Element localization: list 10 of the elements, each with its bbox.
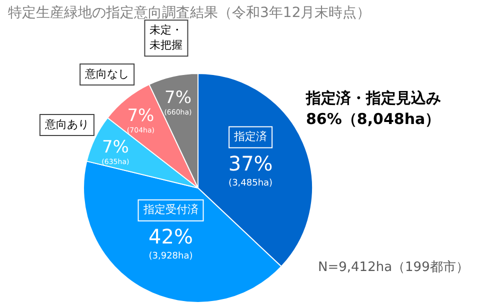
slice-label: 指定受付済 [142, 203, 198, 216]
slice-label: 指定済 [233, 130, 268, 144]
data-label: 42% (3,928ha) [148, 224, 193, 262]
text: 指定済・指定見込み 86%（8,048ha） [306, 88, 441, 130]
text: N=9,412ha（199都市） [318, 259, 469, 276]
slice-label: 意向あり [44, 118, 89, 131]
data-label: 37% (3,485ha) [228, 152, 273, 189]
slice-label: 意向なし [84, 67, 130, 80]
slice-label: 未定・未把握 [150, 23, 183, 52]
chart-title: 特定生産緑地の指定意向調査結果（令和3年12月末時点） [8, 4, 371, 22]
